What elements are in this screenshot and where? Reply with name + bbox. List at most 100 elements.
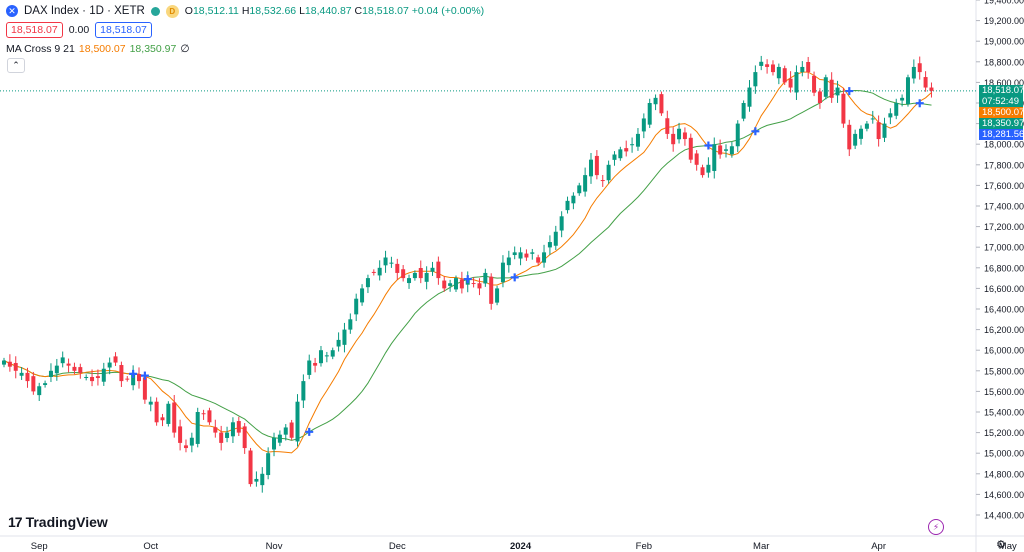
- candle-body: [577, 185, 582, 194]
- candle-body: [283, 427, 288, 435]
- candle-body: [712, 144, 717, 171]
- candle-body: [665, 118, 670, 134]
- candle-body: [142, 377, 147, 400]
- candle-body: [365, 278, 370, 288]
- candle-body: [905, 77, 910, 105]
- ma-fast-price-label: 18,500.07: [979, 107, 1024, 118]
- candle-body: [659, 94, 664, 114]
- candle-body: [547, 242, 552, 248]
- ohlc-values: O18,512.11 H18,532.66 L18,440.87 C18,518…: [185, 5, 484, 17]
- y-tick-label: 15,200.00: [984, 428, 1024, 438]
- candle-body: [336, 339, 341, 347]
- candle-body: [706, 164, 711, 173]
- symbol-title[interactable]: DAX Index · 1D · XETR: [24, 5, 145, 17]
- candle-body: [348, 319, 353, 330]
- candle-body: [2, 360, 6, 365]
- y-tick-label: 14,400.00: [984, 511, 1024, 521]
- candle-body: [95, 376, 100, 379]
- candle-body: [635, 133, 640, 147]
- candle-body: [7, 361, 12, 367]
- candle-body: [776, 66, 781, 79]
- ma-cross-marker: [463, 275, 472, 284]
- candle-body: [395, 263, 400, 273]
- candle-body: [424, 272, 429, 282]
- candle-body: [847, 124, 852, 150]
- cross-price-label: 18,281.56: [979, 129, 1024, 140]
- sell-price-button[interactable]: 18,518.07: [6, 22, 63, 38]
- y-tick-label: 17,200.00: [984, 222, 1024, 232]
- tradingview-logo[interactable]: 17 TradingView: [8, 514, 108, 530]
- last-price-label: 18,518.07 07:52:49: [979, 85, 1024, 107]
- close-value: 18,518.07: [362, 5, 409, 17]
- candle-body: [565, 200, 570, 211]
- candle-body: [641, 118, 646, 132]
- candle-body: [782, 68, 787, 83]
- candle-body: [225, 432, 230, 438]
- ma-cross-marker: [510, 273, 519, 282]
- candle-body: [107, 362, 112, 368]
- candle-body: [536, 257, 541, 263]
- candle-body: [583, 175, 588, 192]
- ma-slow-value: 18,350.97: [129, 43, 177, 55]
- candle-body: [594, 155, 599, 176]
- low-label: L: [299, 5, 305, 17]
- y-tick-label: 18,000.00: [984, 140, 1024, 150]
- candle-body: [653, 97, 658, 105]
- candle-body: [248, 450, 253, 485]
- buy-price-button[interactable]: 18,518.07: [95, 22, 152, 38]
- candle-body: [700, 167, 705, 176]
- y-tick-label: 18,600.00: [984, 78, 1024, 88]
- candle-body: [853, 133, 858, 146]
- candle-body: [119, 365, 124, 382]
- lightning-icon[interactable]: ⚡: [928, 519, 944, 535]
- open-label: O: [184, 5, 193, 17]
- candle-body: [888, 113, 893, 118]
- candle-body: [371, 271, 376, 273]
- candle-body: [823, 77, 828, 97]
- candle-body: [266, 453, 271, 476]
- candle-body: [13, 362, 18, 371]
- candle-body: [60, 357, 65, 364]
- candle-body: [800, 66, 805, 73]
- candle-body: [647, 103, 652, 125]
- candle-body: [72, 366, 77, 371]
- candle-body: [25, 372, 30, 382]
- candle-body: [747, 87, 752, 107]
- candle-body: [589, 159, 593, 177]
- candle-body: [78, 367, 83, 373]
- candle-body: [43, 383, 48, 386]
- candle-body: [324, 355, 329, 357]
- x-tick-label: Apr: [871, 541, 886, 552]
- ma-cross-marker: [129, 369, 138, 378]
- candle-body: [377, 267, 382, 276]
- open-value: 18,512.11: [192, 5, 239, 17]
- candle-body: [178, 426, 183, 443]
- y-tick-label: 17,800.00: [984, 160, 1024, 170]
- indicator-name[interactable]: MA Cross 9 21: [6, 43, 75, 55]
- candle-body: [125, 378, 130, 380]
- candle-body: [189, 437, 194, 446]
- x-tick-label: Sep: [31, 541, 48, 552]
- candle-body: [201, 413, 206, 415]
- candle-body: [483, 272, 488, 284]
- candle-body: [835, 87, 840, 96]
- y-tick-label: 17,000.00: [984, 243, 1024, 253]
- y-tick-label: 15,000.00: [984, 449, 1024, 459]
- gear-icon[interactable]: ⚙: [996, 539, 1006, 551]
- candle-body: [113, 356, 118, 363]
- candle-body: [841, 93, 846, 124]
- x-tick-label: Nov: [266, 541, 283, 552]
- candle-body: [137, 374, 142, 382]
- candle-body: [90, 376, 95, 382]
- candle-body: [718, 145, 723, 155]
- y-tick-label: 19,400.00: [984, 0, 1024, 6]
- indicator-na-value: ∅: [180, 43, 190, 55]
- candle-body: [506, 257, 511, 266]
- candle-body: [183, 445, 188, 449]
- chevron-up-icon[interactable]: ⌃: [7, 58, 25, 73]
- delay-badge[interactable]: D: [165, 4, 179, 18]
- y-tick-label: 16,000.00: [984, 346, 1024, 356]
- y-tick-label: 19,200.00: [984, 16, 1024, 26]
- candle-body: [876, 122, 881, 140]
